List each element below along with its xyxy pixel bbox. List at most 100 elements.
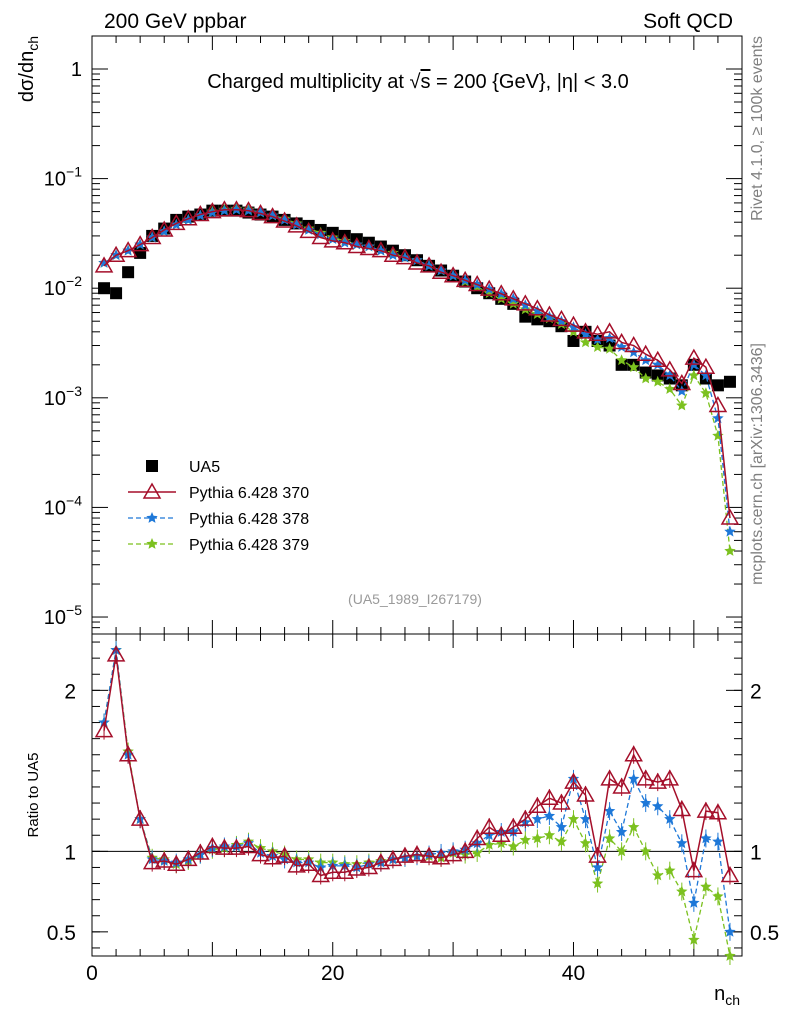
main-point (516, 294, 535, 311)
main-point (624, 336, 643, 353)
main-point (203, 202, 222, 219)
ratio-point (335, 862, 355, 880)
main-point (724, 545, 736, 556)
main-panel: 110−110−210−310−410−5 Charged multiplici… (16, 35, 743, 635)
ratio-point (648, 772, 668, 789)
main-point (612, 332, 631, 350)
ratio-point (676, 885, 688, 897)
main-point (600, 322, 619, 339)
ratio-point (118, 745, 138, 762)
main-point (311, 228, 330, 245)
main-point (239, 201, 258, 218)
x-axis-label-sub: ch (725, 992, 740, 1008)
main-point (419, 256, 439, 273)
main-y-axis-label-sub: ch (25, 36, 41, 51)
ratio-point (275, 846, 294, 863)
main-point (435, 264, 447, 276)
ratio-point (615, 826, 628, 837)
ratio-point (664, 813, 676, 824)
main-point (455, 270, 475, 288)
ratio-point (720, 865, 740, 883)
ratio-point (471, 847, 483, 858)
main-point (576, 322, 595, 339)
main-point (615, 358, 628, 371)
ratio-series-line (103, 649, 731, 957)
ratio-point (431, 848, 451, 865)
ratio-point (239, 837, 258, 854)
ratio-point (106, 645, 126, 662)
ratio-point (652, 869, 664, 881)
main-point (335, 233, 355, 250)
plot-title-post: = 200 {GeV}, |η| < 3.0 (430, 71, 628, 93)
ratio-point (591, 861, 604, 873)
ratio-point (555, 835, 568, 847)
main-point (323, 231, 343, 248)
main-point (660, 360, 680, 377)
ratio-panel: 0.5 0.51 12 20 20 40 Ratio to UA5 nch (25, 633, 779, 1008)
main-point (98, 282, 111, 295)
main-point (615, 354, 628, 366)
ratio-point (203, 837, 222, 854)
ratio-point (672, 799, 692, 817)
ratio-point (287, 856, 306, 873)
main-point (215, 200, 234, 217)
legend-label: Pythia 6.428 379 (189, 537, 309, 554)
main-point (636, 344, 655, 361)
main-y-tick-exponent: −4 (66, 492, 82, 508)
ratio-point (724, 925, 736, 937)
legend-label: UA5 (189, 459, 220, 476)
main-point (467, 275, 487, 292)
ratio-point (579, 813, 592, 824)
ratio-point (603, 832, 616, 844)
header-left-label: 200 GeV ppbar (104, 10, 246, 33)
main-point (395, 248, 415, 265)
ratio-point (443, 845, 463, 862)
main-point (579, 336, 592, 348)
legend-label: Pythia 6.428 370 (189, 485, 309, 502)
ratio-point (628, 821, 640, 833)
ratio-y-tick-label: 1 (64, 841, 76, 864)
main-point (528, 299, 547, 316)
main-point (676, 385, 688, 396)
main-point (110, 287, 123, 300)
main-y-tick-mantissa: 10 (44, 278, 66, 300)
main-point (371, 241, 391, 258)
legend-item: UA5 (146, 459, 220, 476)
ratio-point (483, 838, 495, 850)
main-y-tick-mantissa: 10 (44, 607, 66, 629)
ratio-point (455, 841, 475, 859)
main-point (567, 334, 580, 347)
ratio-point (591, 877, 604, 889)
main-point (519, 310, 532, 323)
ratio-point (323, 862, 343, 880)
header-right-label: Soft QCD (643, 10, 733, 33)
main-y-tick-label: 10−3 (44, 383, 82, 410)
ratio-point (676, 837, 688, 849)
ratio-point (624, 745, 643, 762)
main-point (227, 200, 246, 217)
ratio-point (130, 809, 150, 826)
ratio-point (519, 834, 531, 845)
ratio-point (528, 796, 547, 814)
main-point (263, 207, 282, 224)
ratio-point (359, 857, 379, 875)
main-point (688, 369, 700, 381)
ratio-axis-ticks: 0.5 0.51 12 20 20 40 (47, 634, 779, 985)
main-point (287, 216, 306, 233)
ratio-series-line (103, 654, 731, 877)
main-point (303, 224, 315, 235)
legend-item: Pythia 6.428 378 (128, 511, 309, 528)
x-tick-label: 0 (86, 962, 98, 985)
ratio-point (712, 890, 724, 902)
ratio-point (395, 846, 415, 863)
main-point (664, 383, 676, 394)
main-point (664, 369, 676, 381)
main-point (564, 315, 583, 332)
ratio-point (504, 817, 523, 834)
ratio-point (371, 853, 391, 870)
plot-title-sqrt: √ (410, 71, 421, 93)
main-y-tick-exponent: −5 (66, 602, 82, 618)
ratio-point (712, 835, 724, 847)
main-series (94, 200, 740, 556)
x-tick-label: 20 (321, 962, 344, 985)
